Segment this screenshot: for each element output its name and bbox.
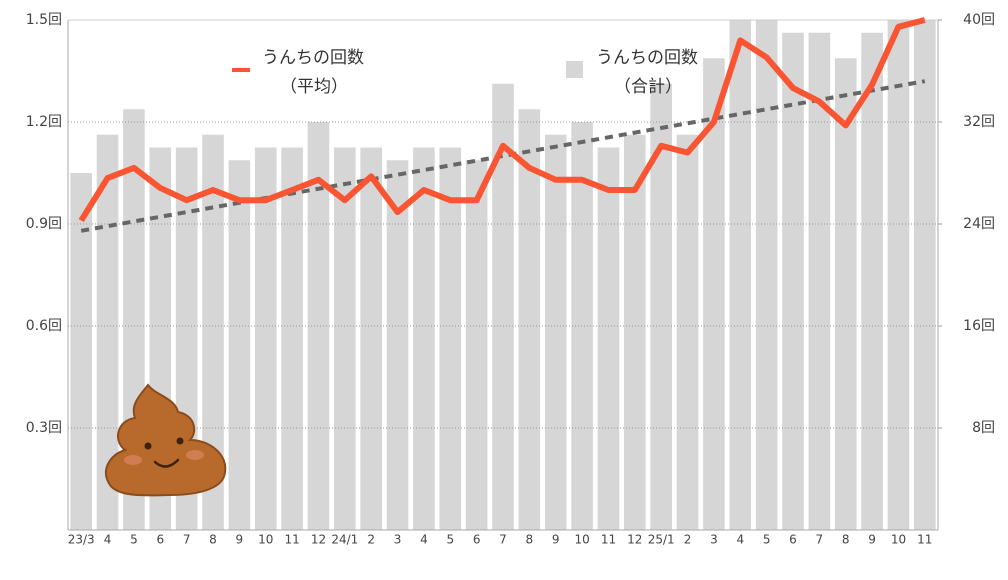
bar [518,109,541,530]
x-tick-label: 12 [311,533,326,547]
x-tick-label: 11 [917,533,932,547]
x-tick-label: 5 [763,533,771,547]
x-tick-label: 4 [736,533,744,547]
x-tick-label: 3 [394,533,402,547]
bar [386,160,409,530]
bar [703,58,725,530]
x-tick-label: 6 [156,533,164,547]
legend-label: （平均） [280,77,348,97]
poop-illustration [105,383,227,497]
bar [465,160,488,530]
legend-label: （合計） [614,77,682,97]
y2-tick-label: 8回 [972,420,995,436]
poop-shape [105,383,227,497]
trend-line [80,79,926,233]
bar [96,134,119,530]
bar [650,83,672,530]
y2-tick-label: 40回 [963,12,995,28]
x-tick-label: 2 [367,533,375,547]
x-tick-label: 12 [627,533,642,547]
x-tick-label: 10 [258,533,273,547]
cheek [186,450,204,460]
x-tick-label: 10 [574,533,589,547]
x-tick-label: 24/1 [331,533,358,547]
bar [782,32,804,530]
x-tick-label: 10 [891,533,906,547]
x-tick-label: 11 [284,533,299,547]
x-tick-label: 11 [601,533,616,547]
bar [254,147,277,530]
x-tick-label: 3 [710,533,718,547]
bar [334,147,356,530]
bar [202,134,224,530]
mouth [153,458,180,468]
bar [755,20,778,530]
bar [439,147,462,530]
x-tick-label: 7 [499,533,507,547]
x-tick-label: 9 [552,533,560,547]
y2-tick-label: 24回 [963,216,995,232]
x-tick-label: 4 [104,533,112,547]
x-tick-label: 7 [183,533,191,547]
eye [144,442,152,450]
bar [808,32,831,530]
y-tick-label: 0.3回 [26,420,62,436]
x-tick-label: 5 [446,533,454,547]
bar [544,134,567,530]
y2-tick-label: 32回 [963,114,995,130]
legend-label: うんちの回数 [262,48,364,68]
bar [729,20,752,530]
x-tick-label: 6 [789,533,797,547]
x-tick-label: 8 [842,533,850,547]
y-tick-label: 0.9回 [26,216,62,232]
x-tick-label: 23/3 [68,533,95,547]
cheek [124,455,142,465]
bar [834,58,857,530]
x-tick-label: 2 [684,533,692,547]
bar [413,147,435,530]
legend-label: うんちの回数 [596,48,698,68]
x-tick-label: 4 [420,533,428,547]
x-tick-label: 8 [209,533,217,547]
x-tick-label: 6 [473,533,481,547]
bar [360,147,382,530]
y2-tick-label: 16回 [963,318,995,334]
line [78,17,926,223]
bar [861,32,883,530]
y-tick-label: 1.2回 [26,114,62,130]
plot: 0.3回 0.6回 0.9回 1.2回 1.5回 8回 16回 24回 32回 40回 23/3 4 5… [26,12,995,547]
y-tick-label: 0.6回 [26,318,62,334]
bar [597,147,620,530]
x-tick-label: 25/1 [648,533,675,547]
bar [887,20,910,530]
bar [624,134,646,530]
bar [70,173,92,530]
bar [281,147,303,530]
legend-swatch [566,61,583,78]
x-tick-label: 9 [236,533,244,547]
y-tick-label: 1.5回 [26,12,62,28]
x-tick-label: 7 [816,533,824,547]
bar [676,134,699,530]
eye [176,437,184,445]
x-tick-label: 5 [130,533,138,547]
bar [228,160,251,530]
x-tick-label: 8 [526,533,534,547]
legend-swatch [232,68,250,72]
bar [914,20,936,530]
bar [492,83,514,530]
x-tick-label: 9 [868,533,876,547]
